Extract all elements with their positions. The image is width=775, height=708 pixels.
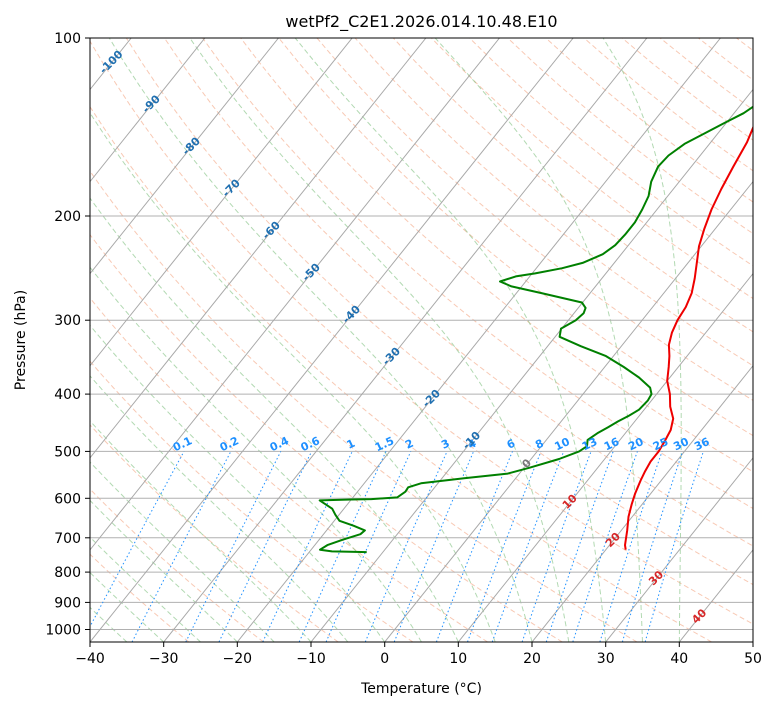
dry-adiabat-line [90,170,638,642]
mixing-ratio-line [364,451,448,642]
skewed-isotherm-line [90,38,279,275]
x-tick-label: 0 [380,651,389,667]
y-tick-label: 600 [54,491,81,507]
dry-adiabat-line [163,38,753,547]
skewed-isotherm-line [457,272,753,642]
y-tick-label: 700 [54,531,81,547]
chart-title: wetPf2_C2E1.2026.014.10.48.E10 [285,12,557,32]
x-tick-label: 20 [523,651,541,667]
skewed-isotherm-line [90,38,206,183]
mixing-ratio-label: 30 [671,435,691,453]
dry-adiabat-line [202,38,753,510]
x-tick-label: −20 [223,651,253,667]
x-tick-label: −30 [149,651,179,667]
skewed-isotherm-line [605,457,753,642]
dry-adiabat-line [278,38,753,437]
mixing-ratio-line [599,451,663,642]
y-tick-label: 900 [54,595,81,611]
y-tick-label: 1000 [45,623,81,639]
mixing-ratio-line [572,451,638,642]
skewed-isotherm-line [163,38,648,642]
mixing-ratio-label: 16 [602,435,622,453]
moist-adiabat-line [90,112,496,642]
mixing-ratio-line [393,451,475,642]
y-axis-ticks: 100 200 300 400 500 600 700 800 900 1000 [45,31,90,639]
temperature-profile-line [624,125,753,550]
x-tick-label: 50 [744,651,762,667]
skewed-isotherm-line [90,38,574,642]
dry-adiabat-line [90,553,190,642]
skewed-isotherm-line [90,38,427,459]
x-tick-label: 10 [449,651,467,667]
y-tick-label: 300 [54,313,81,329]
y-tick-label: 500 [54,444,81,460]
mixing-ratio-line [644,451,704,642]
skewed-isotherm-line [90,38,500,551]
x-axis-label: Temperature (°C) [360,681,482,697]
mixing-ratio-label: 10 [553,435,573,453]
skewed-isotherm-line [90,38,353,367]
x-tick-label: 30 [597,651,615,667]
moist-adiabat-line [90,375,349,642]
skewed-isotherm-line [531,364,753,642]
mixing-ratio-label: 25 [651,435,670,453]
sounding-series [318,105,753,554]
moist-adiabat-line [189,38,570,642]
mixing-ratio-line [435,451,513,642]
y-tick-label: 100 [54,31,81,47]
mixing-ratio-line [621,451,684,642]
mixing-ratio-line [325,451,412,642]
mixing-ratio-label: 20 [626,435,646,453]
x-tick-label: −10 [296,651,326,667]
mixing-ratio-line [545,451,614,642]
x-tick-label: 40 [670,651,688,667]
dry-adiabat-line [90,424,339,642]
mixing-ratio-line [491,451,565,642]
x-axis-ticks: −40 −30 −20 −10 0 10 20 30 40 50 [75,642,762,667]
mixing-ratio-line [467,451,542,642]
moist-adiabat-line [294,38,607,642]
moist-adiabat-line [90,197,459,642]
dry-adiabat-line [90,488,264,642]
mixing-ratio-label: 36 [692,435,712,453]
x-tick-label: −40 [75,651,105,667]
dry-adiabat-line [240,38,753,473]
y-axis-label: Pressure (hPa) [13,290,29,390]
moist-adiabat-line [90,461,275,642]
y-tick-label: 400 [54,387,81,403]
plot-frame [89,37,754,643]
dry-adiabat-line [90,105,712,642]
skewed-isotherm-line [236,38,721,642]
y-tick-label: 200 [54,209,81,225]
y-tick-label: 800 [54,565,81,581]
dry-adiabat-line [354,38,753,367]
background-reference-lines [90,38,753,642]
skewed-isotherm-line [310,88,753,642]
dry-adiabat-line [90,297,488,642]
mixing-ratio-line [90,451,185,628]
moist-adiabat-line [108,38,533,642]
mixing-ratio-label: 13 [580,435,599,453]
dry-adiabat-line [90,40,753,625]
skewed-isotherm-line [384,180,753,642]
moist-adiabat-line [90,266,422,642]
moist-adiabat-line [602,38,682,642]
mixing-ratio-line [521,451,592,642]
moist-adiabat-line [90,324,386,642]
dewpoint-profile-line [318,105,753,554]
dry-adiabat-line [431,38,753,300]
dry-adiabat-line [392,38,753,333]
mixing-ratio-line [185,451,282,642]
